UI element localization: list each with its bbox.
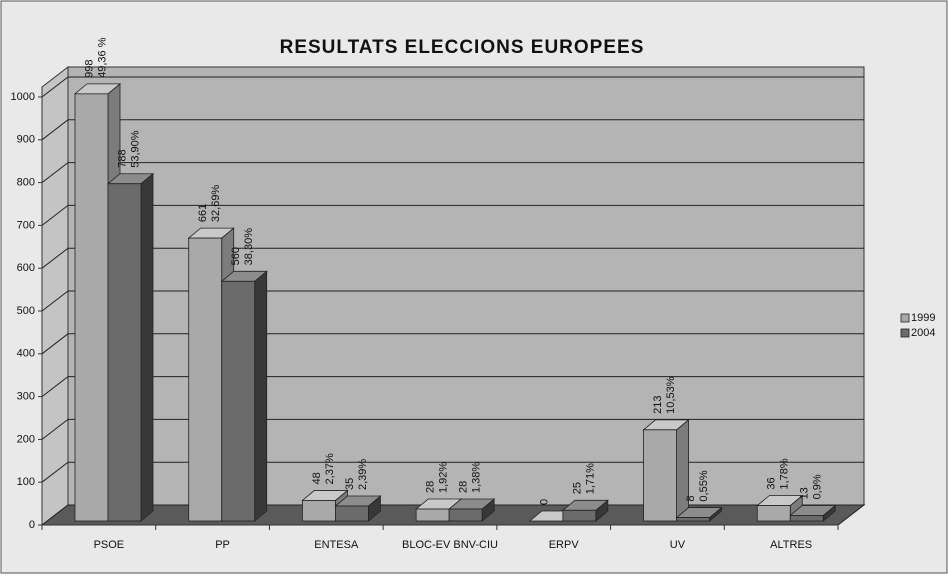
bar [676, 517, 710, 522]
y-tick-label: 1000 [11, 91, 35, 103]
percent-label: 1,78% [779, 458, 791, 489]
bar-group [334, 495, 382, 522]
grid-line [41, 76, 864, 98]
percent-label: 1,92% [438, 462, 450, 493]
grid-line [41, 290, 864, 312]
value-label: 213 [652, 395, 664, 413]
percent-label: 1,38% [471, 462, 483, 493]
percent-label: 10,53% [665, 376, 677, 414]
bar [74, 93, 109, 522]
y-tick-label: 700 [17, 219, 35, 231]
percent-label: 2,37% [324, 453, 336, 484]
grid-line [41, 418, 864, 440]
x-tick-label: ENTESA [314, 539, 359, 551]
bar-group [106, 172, 155, 522]
back-wall [67, 66, 865, 506]
value-label: 28 [425, 481, 437, 493]
x-tick-label: PSOE [94, 539, 125, 551]
legend-swatch [900, 328, 910, 338]
value-label: 35 [344, 478, 356, 490]
value-label: 998 [83, 59, 95, 77]
percent-label: 32,69% [210, 185, 222, 223]
legend-swatch [900, 313, 910, 323]
value-label: 788 [116, 149, 128, 167]
y-tick-label: 500 [17, 305, 35, 317]
grid-line [41, 333, 864, 355]
percent-label: 2,39% [357, 459, 369, 490]
bar [107, 183, 142, 522]
grid-line [41, 119, 864, 141]
value-label: 8 [685, 495, 697, 501]
bar-side [254, 270, 268, 522]
y-tick-label: 800 [17, 177, 35, 189]
bar [335, 505, 369, 522]
y-tick-label: 300 [17, 391, 35, 403]
value-label: 28 [458, 481, 470, 493]
percent-label: 38,30% [243, 228, 255, 266]
bar [448, 508, 483, 522]
y-tick-label: 100 [17, 476, 35, 488]
value-label: 48 [311, 472, 323, 484]
x-tick-label: BLOC-EV BNV-CIU [402, 539, 498, 551]
bar-group [756, 494, 804, 522]
grid-line [41, 376, 864, 397]
value-label: 661 [197, 204, 209, 222]
bar-side [676, 418, 689, 522]
bar-group [448, 498, 496, 522]
bar-group [642, 418, 690, 522]
y-tick-label: 900 [17, 134, 35, 146]
bar [415, 508, 450, 522]
bar-group [675, 506, 723, 522]
bar [756, 505, 791, 522]
legend-label: 1999 [911, 312, 935, 324]
x-tick-label: ERPV [549, 539, 580, 551]
grid-line [41, 247, 864, 269]
x-tick-label: UV [670, 539, 686, 551]
y-tick-label: 0 [29, 519, 35, 531]
bar-group [561, 499, 609, 522]
percent-label: 0,9% [812, 474, 824, 499]
percent-label: 1,71% [584, 463, 596, 494]
value-label: 13 [799, 487, 811, 499]
y-tick-label: 400 [17, 348, 35, 360]
bar [221, 280, 256, 522]
value-label: 560 [230, 247, 242, 265]
x-tick-label: ALTRES [770, 539, 812, 551]
bar-group [220, 270, 268, 522]
percent-label: 49,36 % [96, 37, 108, 78]
percent-label: 0,55% [698, 470, 710, 501]
x-tick-label: PP [215, 539, 230, 551]
side-wall [41, 65, 69, 527]
bar [643, 429, 677, 522]
bar [302, 500, 336, 522]
value-label: 0 [538, 499, 550, 505]
bar [789, 515, 824, 522]
y-tick-label: 200 [17, 433, 35, 445]
grid-line [41, 461, 864, 483]
y-tick-label: 600 [17, 262, 35, 274]
bar-side [140, 172, 154, 522]
grid-line [41, 162, 864, 183]
bar-group [789, 504, 837, 522]
bar [188, 237, 223, 522]
grid-line [41, 204, 864, 226]
chart-title: RESULTATS ELECCIONS EUROPEES [280, 37, 645, 58]
percent-label: 53,90% [129, 130, 141, 168]
value-label: 25 [571, 482, 583, 494]
value-label: 36 [766, 477, 778, 489]
legend-label: 2004 [911, 327, 935, 339]
bar [562, 509, 597, 522]
